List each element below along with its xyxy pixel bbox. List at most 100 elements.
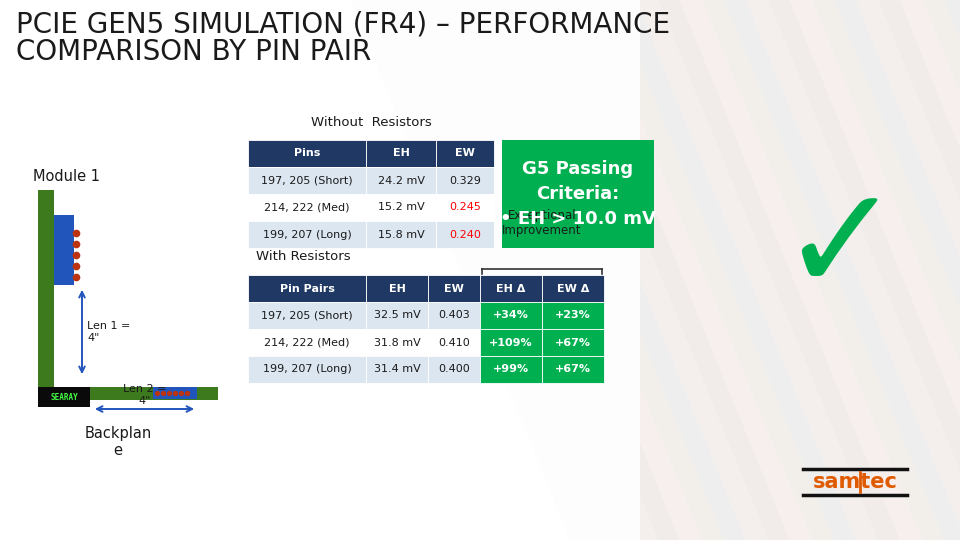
Text: 0.329: 0.329 [449,176,481,186]
Polygon shape [900,0,960,540]
Polygon shape [702,0,944,540]
Text: 197, 205 (Short): 197, 205 (Short) [261,176,353,186]
FancyBboxPatch shape [38,190,54,385]
FancyBboxPatch shape [436,221,494,248]
FancyBboxPatch shape [248,194,366,221]
Polygon shape [922,0,960,540]
FancyBboxPatch shape [428,302,480,329]
Polygon shape [680,0,922,540]
Polygon shape [350,0,592,540]
Text: Exceptional
Improvement: Exceptional Improvement [502,209,582,237]
FancyBboxPatch shape [248,302,366,329]
FancyBboxPatch shape [153,387,197,399]
Polygon shape [592,0,834,540]
FancyBboxPatch shape [366,329,428,356]
Text: EW: EW [444,284,464,294]
FancyBboxPatch shape [428,356,480,383]
Text: 214, 222 (Med): 214, 222 (Med) [264,338,349,348]
Polygon shape [878,0,960,540]
Text: Pins: Pins [294,148,321,159]
Text: ✓: ✓ [779,179,901,321]
FancyBboxPatch shape [38,387,90,407]
Text: +99%: +99% [492,364,529,375]
FancyBboxPatch shape [248,356,366,383]
FancyBboxPatch shape [366,194,436,221]
FancyBboxPatch shape [366,275,428,302]
Text: 32.5 mV: 32.5 mV [373,310,420,321]
Text: EW: EW [455,148,475,159]
FancyBboxPatch shape [0,0,640,540]
Text: 214, 222 (Med): 214, 222 (Med) [264,202,349,213]
Polygon shape [504,0,746,540]
FancyBboxPatch shape [366,221,436,248]
Polygon shape [614,0,856,540]
Text: 0.410: 0.410 [438,338,469,348]
Polygon shape [372,0,614,540]
Text: samtec: samtec [812,472,898,492]
Text: With Resistors: With Resistors [256,251,350,264]
Text: Pin Pairs: Pin Pairs [279,284,334,294]
Text: 199, 207 (Long): 199, 207 (Long) [263,364,351,375]
FancyBboxPatch shape [542,356,604,383]
Text: EH: EH [393,148,409,159]
Text: Len 2 =
4": Len 2 = 4" [123,384,166,406]
FancyBboxPatch shape [436,167,494,194]
Text: PCIE GEN5 SIMULATION (FR4) – PERFORMANCE: PCIE GEN5 SIMULATION (FR4) – PERFORMANCE [16,10,670,38]
Polygon shape [790,0,960,540]
Polygon shape [526,0,768,540]
Polygon shape [944,0,960,540]
FancyBboxPatch shape [248,221,366,248]
FancyBboxPatch shape [38,385,54,398]
Text: 0.245: 0.245 [449,202,481,213]
FancyBboxPatch shape [480,329,542,356]
Polygon shape [812,0,960,540]
FancyBboxPatch shape [54,215,74,285]
Polygon shape [636,0,878,540]
Text: 15.2 mV: 15.2 mV [377,202,424,213]
Polygon shape [768,0,960,540]
FancyBboxPatch shape [38,387,218,400]
FancyBboxPatch shape [480,302,542,329]
Text: +109%: +109% [490,338,533,348]
FancyBboxPatch shape [428,329,480,356]
FancyBboxPatch shape [542,275,604,302]
FancyBboxPatch shape [502,140,654,248]
Text: SEARAY: SEARAY [50,393,78,402]
Text: +67%: +67% [555,364,591,375]
Polygon shape [482,0,724,540]
Text: 31.8 mV: 31.8 mV [373,338,420,348]
Text: Without  Resistors: Without Resistors [311,116,431,129]
Text: 24.2 mV: 24.2 mV [377,176,424,186]
FancyBboxPatch shape [428,275,480,302]
Polygon shape [658,0,900,540]
Polygon shape [746,0,960,540]
FancyBboxPatch shape [366,356,428,383]
Text: 0.403: 0.403 [438,310,469,321]
Text: 197, 205 (Short): 197, 205 (Short) [261,310,353,321]
Text: COMPARISON BY PIN PAIR: COMPARISON BY PIN PAIR [16,38,372,66]
Text: +23%: +23% [555,310,590,321]
FancyBboxPatch shape [366,302,428,329]
Text: EW Δ: EW Δ [557,284,589,294]
Text: EH: EH [389,284,405,294]
FancyBboxPatch shape [480,275,542,302]
FancyBboxPatch shape [366,140,436,167]
Polygon shape [856,0,960,540]
Text: 15.8 mV: 15.8 mV [377,230,424,240]
Polygon shape [416,0,658,540]
FancyBboxPatch shape [542,329,604,356]
FancyBboxPatch shape [542,302,604,329]
Text: +67%: +67% [555,338,591,348]
Polygon shape [460,0,702,540]
FancyBboxPatch shape [436,194,494,221]
FancyBboxPatch shape [366,167,436,194]
FancyBboxPatch shape [248,329,366,356]
Polygon shape [724,0,960,540]
FancyBboxPatch shape [248,275,366,302]
Text: Module 1: Module 1 [33,169,100,184]
Polygon shape [548,0,790,540]
Polygon shape [570,0,812,540]
Text: 31.4 mV: 31.4 mV [373,364,420,375]
Text: Backplan
e: Backplan e [84,426,152,458]
Text: 0.400: 0.400 [438,364,469,375]
